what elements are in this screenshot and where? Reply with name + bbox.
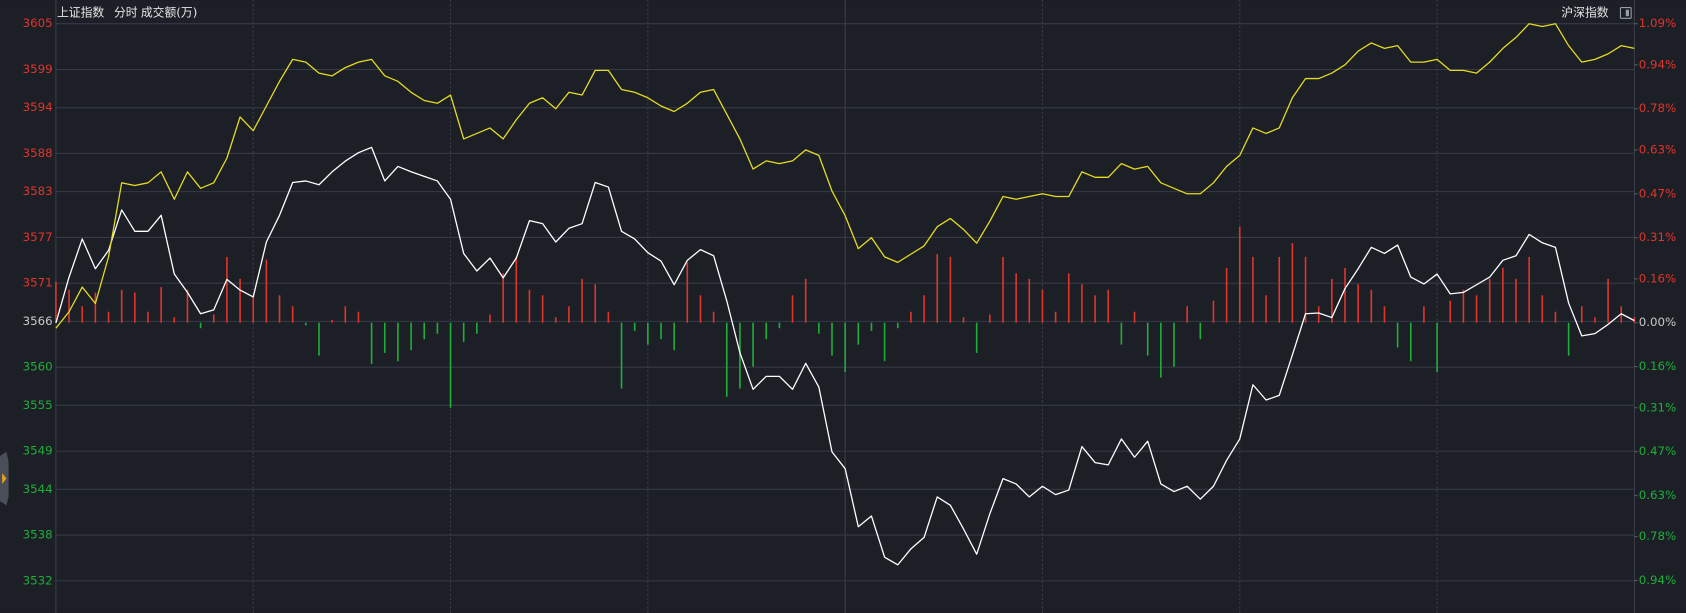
y-tick-label: 3544 bbox=[23, 482, 53, 496]
y-tick-label: 3566 bbox=[23, 314, 53, 328]
side-tab-arrow bbox=[2, 473, 7, 484]
y-tick-label: 3588 bbox=[23, 146, 53, 160]
y-tick-label: 3538 bbox=[23, 528, 53, 542]
y2-tick-label: 0.63% bbox=[1639, 142, 1677, 156]
index-name: 上证指数 bbox=[57, 5, 104, 19]
y2-tick-label: 0.16% bbox=[1639, 359, 1677, 373]
y2-tick-label: 0.94% bbox=[1639, 573, 1677, 587]
y2-tick-label: 0.78% bbox=[1639, 101, 1677, 115]
compare-index-name: 沪深指数 bbox=[1561, 5, 1608, 19]
y-tick-label: 3577 bbox=[23, 230, 53, 244]
y2-tick-label: 0.47% bbox=[1639, 444, 1677, 458]
y-tick-label: 3555 bbox=[23, 398, 53, 412]
settings-icon[interactable] bbox=[1619, 7, 1632, 19]
y2-tick-label: 0.31% bbox=[1639, 230, 1677, 244]
y2-tick-label: 0.94% bbox=[1639, 57, 1677, 71]
subtitle: 分时 bbox=[114, 5, 138, 19]
y-tick-label: 3560 bbox=[23, 360, 53, 374]
y2-tick-label: 0.31% bbox=[1639, 400, 1677, 414]
y2-tick-label: 0.00% bbox=[1639, 315, 1677, 329]
y2-tick-label: 0.16% bbox=[1639, 271, 1677, 285]
settings-icon-mark bbox=[1625, 9, 1630, 17]
y2-tick-label: 0.47% bbox=[1639, 186, 1677, 200]
y2-tick-label: 0.63% bbox=[1639, 488, 1677, 502]
y-tick-label: 3549 bbox=[23, 444, 53, 458]
y-tick-label: 3599 bbox=[23, 62, 53, 76]
y-tick-label: 3571 bbox=[23, 276, 53, 290]
y2-tick-label: 1.09% bbox=[1639, 16, 1677, 30]
y-tick-label: 3605 bbox=[23, 16, 53, 30]
price-line bbox=[55, 23, 1635, 329]
y2-tick-label: 0.78% bbox=[1639, 529, 1677, 543]
y-tick-label: 3594 bbox=[23, 100, 53, 114]
volume-label: 成交额(万) bbox=[141, 5, 197, 19]
y-tick-label: 3583 bbox=[23, 184, 53, 198]
price-line bbox=[55, 146, 1635, 566]
y-tick-label: 3532 bbox=[23, 573, 53, 587]
